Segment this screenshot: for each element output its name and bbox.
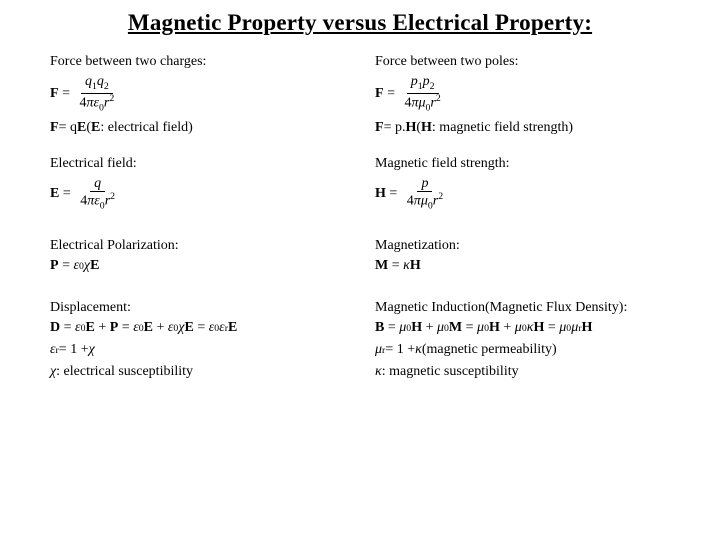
left-column: Force between two charges: F = q1q2 4πε0… xyxy=(50,54,345,386)
numerator: p1p2 xyxy=(407,74,439,94)
sym-B: B xyxy=(375,320,384,336)
left-h2: Electrical field: xyxy=(50,156,345,172)
right-h2: Magnetic field strength: xyxy=(375,156,670,172)
columns: Force between two charges: F = q1q2 4πε0… xyxy=(50,54,670,386)
fraction: q1q2 4πε0r2 xyxy=(75,74,118,114)
fraction: p 4πμ0r2 xyxy=(403,176,447,213)
right-f6: μr = 1 + κ (magnetic permeability) xyxy=(375,342,670,358)
numerator: q1q2 xyxy=(81,74,113,94)
fraction: q 4πε0r2 xyxy=(76,176,119,213)
right-h4: Magnetic Induction(Magnetic Flux Density… xyxy=(375,300,670,316)
left-f6: εr = 1 + χ xyxy=(50,342,345,358)
right-f7: κ : magnetic susceptibility xyxy=(375,364,670,380)
denominator: 4πε0r2 xyxy=(75,94,118,114)
eq: = xyxy=(386,186,401,202)
eq: = xyxy=(59,186,74,202)
right-h1: Force between two poles: xyxy=(375,54,670,70)
right-column: Force between two poles: F = p1p2 4πμ0r2… xyxy=(375,54,670,386)
eq: = xyxy=(60,320,75,336)
left-h4: Displacement: xyxy=(50,300,345,316)
slide-page: Magnetic Property versus Electrical Prop… xyxy=(0,0,720,540)
denominator: 4πμ0r2 xyxy=(400,94,444,114)
eq: = xyxy=(384,86,399,102)
sym-F: F xyxy=(375,120,384,136)
sym-F: F xyxy=(50,120,59,136)
fraction: p1p2 4πμ0r2 xyxy=(400,74,444,114)
eq: = xyxy=(388,258,403,274)
left-f1: F = q1q2 4πε0r2 xyxy=(50,74,345,114)
denominator: 4πμ0r2 xyxy=(403,192,447,212)
sym-D: D xyxy=(50,320,60,336)
right-f1: F = p1p2 4πμ0r2 xyxy=(375,74,670,114)
eq: = xyxy=(59,258,74,274)
sym-H: H xyxy=(375,186,386,202)
sym-E: E xyxy=(50,186,59,202)
right-h3: Magnetization: xyxy=(375,238,670,254)
sym-F: F xyxy=(375,86,384,102)
sym-F: F xyxy=(50,86,59,102)
right-f2: F = p.H (H: magnetic field strength) xyxy=(375,120,670,136)
eq: = xyxy=(59,86,74,102)
sym-M: M xyxy=(375,258,388,274)
left-h3: Electrical Polarization: xyxy=(50,238,345,254)
left-f2: F = qE (E: electrical field) xyxy=(50,120,345,136)
right-f5: B = μ0H + μ0M = μ0H + μ0κH = μ0μrH xyxy=(375,320,670,336)
sym-P: P xyxy=(50,258,59,274)
left-f5: D = ε0E + P = ε0E + ε0χE = ε0εrE xyxy=(50,320,345,336)
numerator: q xyxy=(90,176,105,192)
left-h1: Force between two charges: xyxy=(50,54,345,70)
left-f3: E = q 4πε0r2 xyxy=(50,176,345,213)
page-title: Magnetic Property versus Electrical Prop… xyxy=(50,10,670,36)
left-f7: χ : electrical susceptibility xyxy=(50,364,345,380)
right-f3: H = p 4πμ0r2 xyxy=(375,176,670,213)
eq: = xyxy=(384,320,399,336)
right-f4: M = κH xyxy=(375,258,670,274)
denominator: 4πε0r2 xyxy=(76,192,119,212)
left-f4: P = ε0χE xyxy=(50,258,345,274)
numerator: p xyxy=(417,176,432,192)
